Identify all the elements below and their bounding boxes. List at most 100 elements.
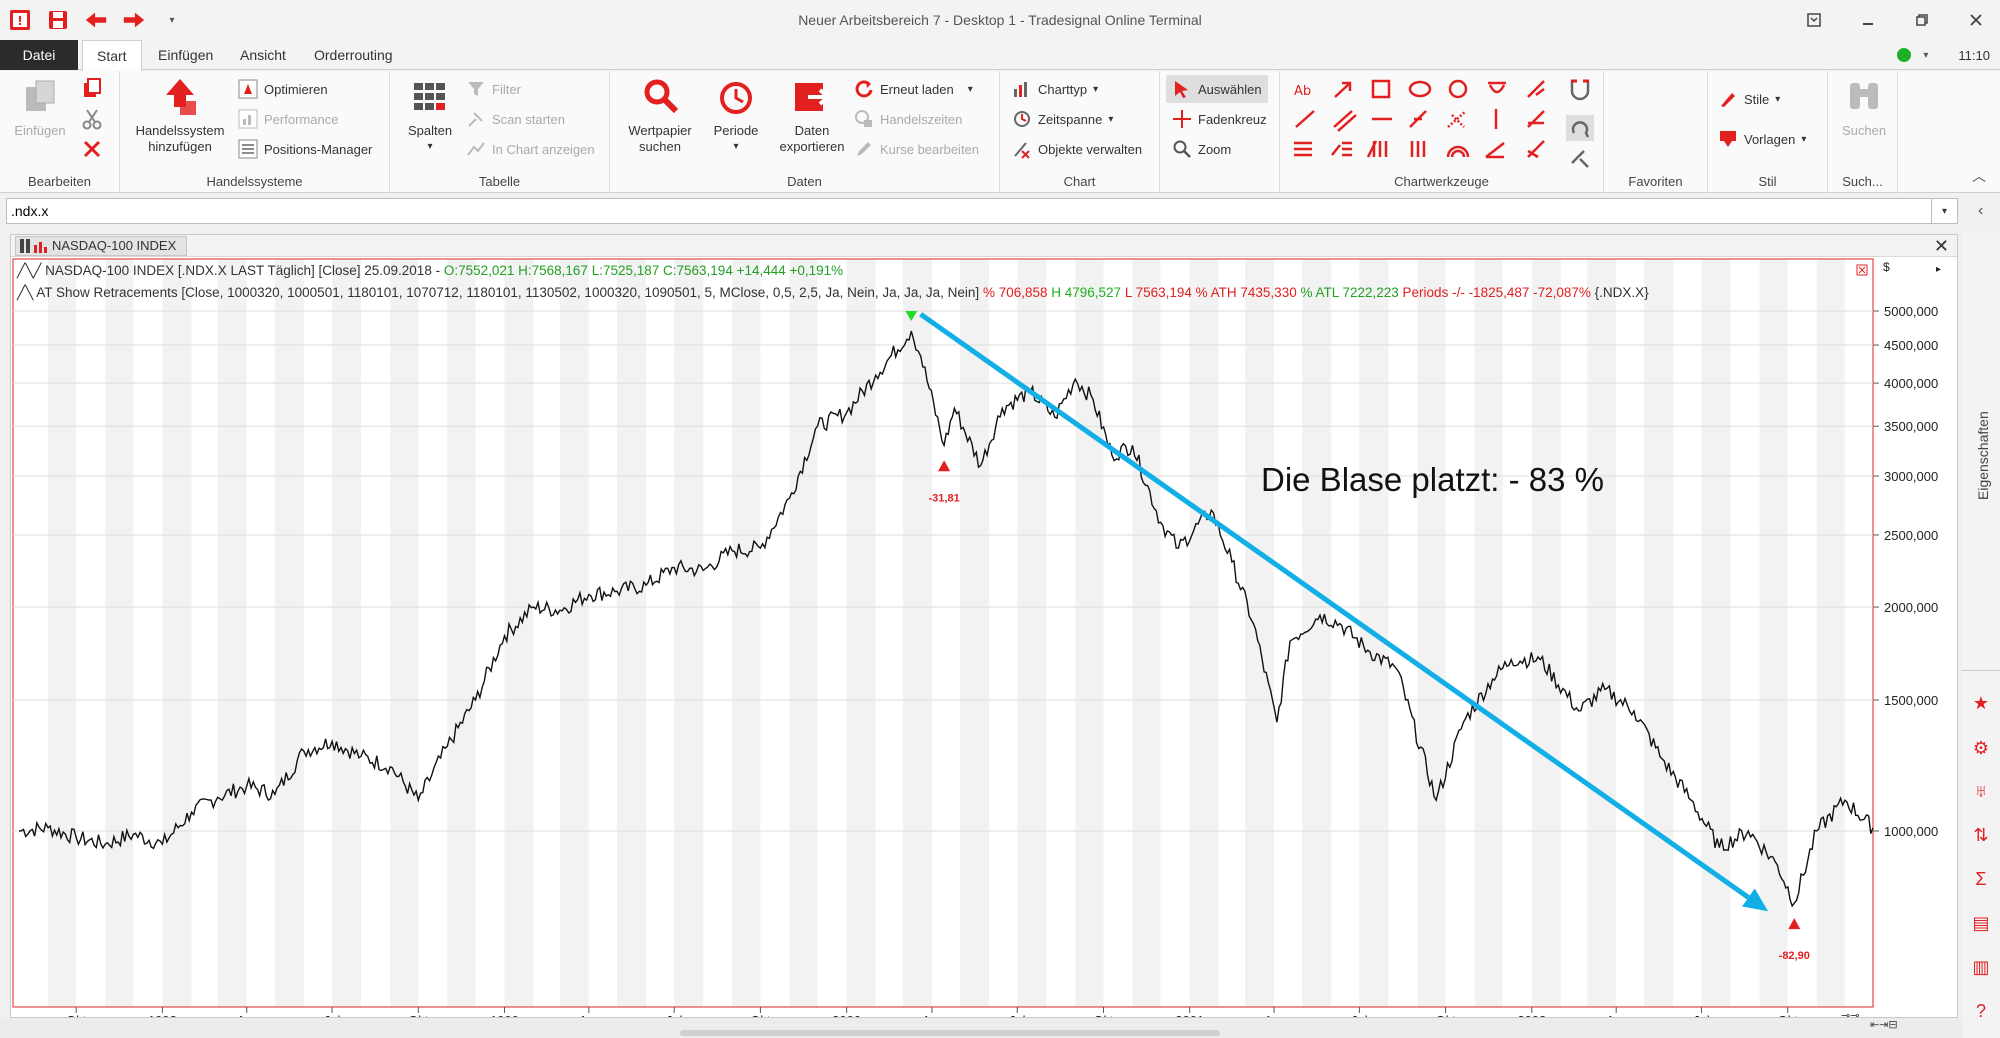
minimize-icon[interactable] [1854,6,1882,34]
x-tick-label: Apr [1264,1013,1285,1017]
customize-dropdown-icon[interactable]: ▾ [169,14,175,26]
info-line-2-sym: {.NDX.X} [1595,285,1650,300]
chart-tab[interactable]: NASDAQ-100 INDEX [15,236,188,256]
chart-link-icon[interactable]: ⊸⊸ [1841,1009,1859,1017]
positions-manager-button[interactable]: Positions-Manager [238,137,372,161]
back-arrow-icon[interactable] [84,8,108,32]
erneut-laden-dropdown-icon[interactable]: ▾ [967,83,973,95]
chart-background-bands [19,259,1873,1007]
stile-button[interactable]: Stile ▾ [1718,87,1780,111]
periode-button[interactable]: Periode ▾ [706,77,766,155]
settings-gear-icon[interactable]: ⚙ [1972,737,1990,758]
group-suche: Suchen Such... [1828,71,1898,193]
month-band [447,259,476,1007]
collapse-panel-icon[interactable]: ‹ [1978,202,1984,219]
ribbon-tab-bar: Datei Start Einfügen Ansicht Orderroutin… [0,40,2000,71]
reload-icon [855,80,873,98]
tab-datei[interactable]: Datei [0,40,78,70]
month-band [303,259,333,1007]
sum-icon[interactable]: Σ [1975,868,1987,889]
price-chart[interactable]: $ ▸ 5000,000 4500,000 4000,000 3500,000 3000… [11,257,1957,1017]
help-icon[interactable]: ? [1975,1000,1986,1021]
watchlist-icon[interactable]: ▥ [1972,956,1990,977]
maximize-icon[interactable] [1908,6,1936,34]
vorlagen-button[interactable]: Vorlagen ▾ [1718,127,1806,151]
save-icon[interactable] [46,8,70,32]
charttyp-button[interactable]: Charttyp ▾ [1012,77,1098,101]
month-band [475,259,505,1007]
scrollbar-thumb[interactable] [680,1030,1220,1036]
month-band [789,259,818,1007]
suchen-button[interactable]: Suchen [1834,77,1894,139]
spalten-button[interactable]: Spalten ▾ [398,77,462,155]
tab-orderrouting[interactable]: Orderrouting [314,47,393,63]
tab-start[interactable]: Start [82,40,142,71]
month-band [274,259,304,1007]
objekte-verwalten-button[interactable]: Objekte verwalten [1012,137,1142,161]
group-bearbeiten: Einfügen Bearbeiten [0,71,120,193]
chart-close-icon[interactable]: ✕ [1933,236,1949,256]
zeitspanne-button[interactable]: Zeitspanne ▾ [1012,107,1113,131]
month-band [1103,259,1133,1007]
close-icon[interactable] [1962,6,1990,34]
x-tick-label: Okt [408,1013,429,1017]
title-bar: ! ▾ Neuer Arbeitsbereich 7 - Desktop 1 -… [0,0,2000,40]
scan-starten-button[interactable]: Scan starten [466,107,565,131]
handelszeiten-button[interactable]: Handelszeiten [854,107,962,131]
month-band [217,259,247,1007]
cut-icon[interactable] [80,107,106,133]
peak-marker [905,310,918,321]
stile-dropdown-icon: ▾ [1775,93,1781,105]
forward-arrow-icon[interactable] [122,8,146,32]
drawing-tools-icon[interactable]: Ab [1280,71,1604,171]
group-chartwerkzeuge: Ab [1280,71,1604,193]
x-tick-label: 1999 [490,1013,519,1017]
zoom-button[interactable]: Zoom [1172,137,1231,161]
price-series-line [18,330,1874,908]
news-icon[interactable]: ▤ [1972,912,1990,933]
erneut-laden-button[interactable]: Erneut laden ▾ [854,77,973,101]
delete-icon[interactable] [80,137,106,163]
collapse-ribbon-icon[interactable]: ︿ [1972,168,1986,184]
eigenschaften-tab[interactable]: Eigenschaften [1962,395,2000,505]
chart-annotation: Die Blase platzt: - 83 % [1261,461,1604,498]
horizontal-scrollbar[interactable] [0,1018,1962,1038]
app-logo-icon[interactable]: ! [8,8,32,32]
symbol-input[interactable] [7,199,1927,223]
axis-menu-icon[interactable]: ▸ [1936,264,1941,275]
einfuegen-button[interactable]: Einfügen [8,77,72,139]
x-tick-label: Jul [1009,1013,1026,1017]
handelssystem-hinzufuegen-button[interactable]: Handelssystem hinzufügen [130,77,230,155]
favorites-star-icon[interactable]: ★ [1972,692,1990,713]
symbol-dropdown-icon[interactable]: ▾ [1931,199,1957,223]
zoom-controls-icon[interactable]: ⇤⇥⊟ [1870,1019,1898,1031]
positions-manager-icon [238,139,258,159]
copy-icon[interactable] [80,77,106,103]
daten-exportieren-button[interactable]: Daten exportieren [770,77,854,155]
month-band [1132,259,1161,1007]
chart-tab-icon [20,239,47,253]
month-band [361,259,391,1007]
signal-icon[interactable]: ♅ [1974,780,1988,801]
fadenkreuz-button[interactable]: Fadenkreuz [1172,107,1267,131]
status-dropdown-icon[interactable]: ▾ [1923,49,1929,61]
in-chart-anzeigen-button[interactable]: In Chart anzeigen [466,137,595,161]
info-line-1-prefix: ╱╲╱ [16,262,45,279]
tab-einfuegen[interactable]: Einfügen [158,47,214,63]
trading-hours-icon [855,110,872,127]
wertpapier-suchen-button[interactable]: Wertpapier suchen [620,77,700,155]
x-tick-label: 1998 [148,1013,177,1017]
kurse-bearbeiten-button[interactable]: Kurse bearbeiten [854,137,979,161]
restore-panel-icon[interactable] [1800,6,1828,34]
svg-text:!: ! [17,14,22,28]
auswaehlen-button[interactable]: Auswählen [1166,75,1268,103]
retracement-label: -82,90 [1779,950,1810,962]
filter-button[interactable]: Filter [466,77,521,101]
optimieren-button[interactable]: Optimieren [238,77,328,101]
tab-ansicht[interactable]: Ansicht [240,47,286,63]
info-line-2-l: L 7563,194 [1125,285,1196,300]
charttyp-dropdown-icon: ▾ [1093,83,1099,95]
updown-arrows-icon[interactable]: ⇅ [1973,824,1989,845]
performance-button[interactable]: Performance [238,107,338,131]
month-band [1075,259,1104,1007]
